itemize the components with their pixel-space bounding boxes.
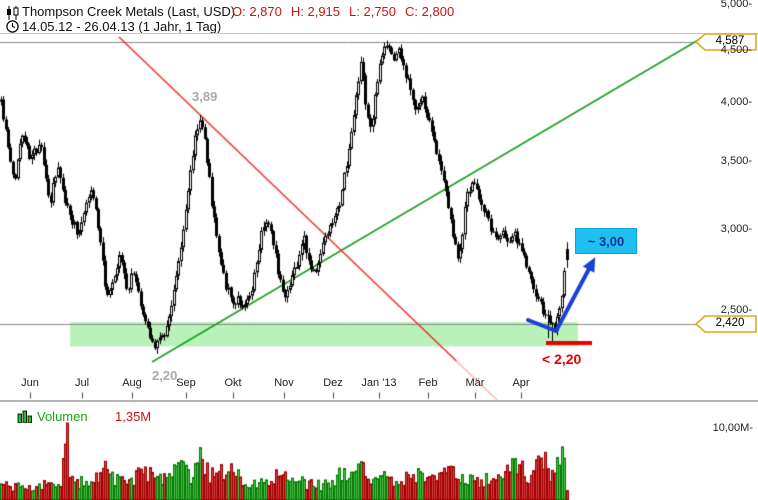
y-axis-label: 3,000- [720, 223, 752, 236]
price-target-value: ~ 3,00 [587, 233, 625, 249]
y-axis-label: 5,000- [720, 0, 752, 10]
price-tag-shape [695, 33, 757, 52]
x-axis-label: Mär [465, 377, 485, 389]
close-value: C: 2,800 [405, 4, 455, 19]
y-axis-label: 2,500- [720, 303, 752, 316]
x-axis-label: Dez [323, 377, 343, 389]
trendline-low-annotation: 2,20 [152, 368, 178, 383]
candlestick-icon [7, 6, 19, 20]
chart-title: Thompson Creek Metals (Last, USD) [22, 4, 236, 19]
x-axis-label: Jan '13 [361, 377, 397, 389]
price-tag-value: 4,587 [715, 35, 745, 48]
axis-price-tag-upper: 4,587 [695, 33, 757, 52]
pane-separator [0, 400, 758, 402]
header-separator [0, 33, 758, 34]
volume-axis-label: 10,00M- [712, 422, 753, 434]
ohlc-quote: O: 2,870 H: 2,915 L: 2,750 C: 2,800 [232, 4, 463, 19]
volume-bars-icon [17, 410, 32, 423]
price-tag-shape [695, 315, 757, 334]
y-axis-label: 3,500- [720, 155, 752, 168]
x-axis-label: Apr [512, 377, 530, 389]
x-axis-label: Okt [224, 377, 242, 389]
y-axis-label: 4,500- [720, 44, 752, 57]
support-break-annotation: < 2,20 [542, 351, 582, 367]
y-axis-label: 4,000- [720, 96, 752, 109]
volume-legend-value: 1,35M [115, 409, 152, 424]
x-axis-label: Nov [274, 377, 294, 389]
x-axis-label: Sep [176, 377, 196, 389]
price-target-box[interactable]: ~ 3,00 [575, 228, 637, 254]
axis-price-tag-lower: 2,420 [695, 315, 757, 334]
clock-icon [6, 20, 19, 33]
high-value: H: 2,915 [290, 4, 341, 19]
price-tag-value: 2,420 [715, 317, 745, 330]
trendline-high-annotation: 3,89 [192, 89, 218, 104]
date-range: 14.05.12 - 26.04.13 (1 Jahr, 1 Tag) [22, 19, 222, 34]
open-value: O: 2,870 [232, 4, 282, 19]
x-axis-label: Jun [21, 377, 39, 389]
volume-legend-label: Volumen [37, 409, 88, 424]
low-value: L: 2,750 [349, 4, 397, 19]
x-axis-label: Feb [418, 377, 438, 389]
x-axis-label: Jul [74, 377, 90, 389]
x-axis-label: Aug [122, 377, 142, 389]
